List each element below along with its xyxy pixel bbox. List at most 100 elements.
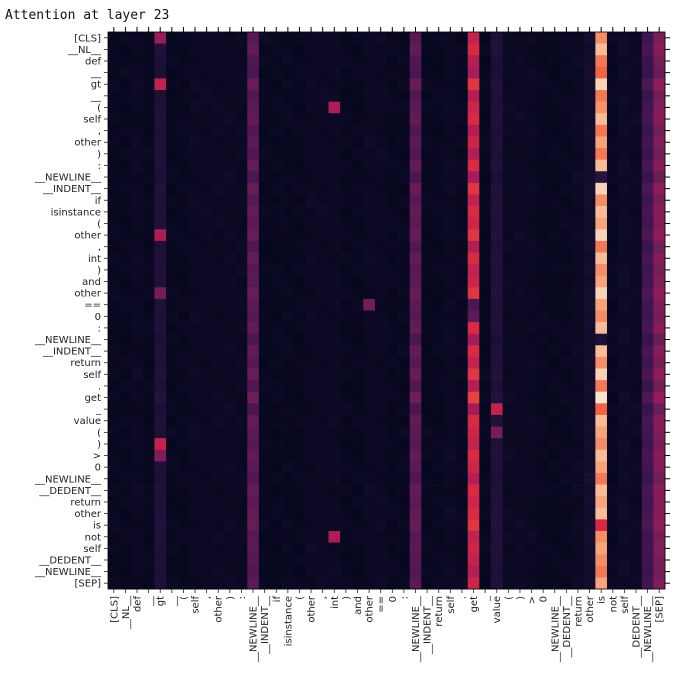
- heatmap-cell: [467, 240, 480, 253]
- heatmap-cell: [258, 264, 271, 277]
- heatmap-cell: [537, 275, 550, 288]
- heatmap-cell: [212, 554, 225, 567]
- heatmap-cell: [467, 101, 480, 114]
- heatmap-cell: [200, 148, 213, 160]
- heatmap-cell: [270, 496, 283, 509]
- heatmap-cell: [374, 438, 387, 451]
- x-tick-label: 0: [388, 596, 399, 602]
- heatmap-cell: [235, 275, 248, 288]
- heatmap-cell: [421, 298, 434, 311]
- top-tick-marks: [113, 27, 660, 32]
- heatmap-cell: [467, 496, 480, 509]
- heatmap-cell: [154, 333, 167, 346]
- heatmap-cell: [572, 368, 585, 381]
- heatmap-cell: [398, 380, 411, 393]
- heatmap-cell: [432, 426, 445, 439]
- heatmap-cell: [142, 472, 155, 485]
- heatmap-cell: [490, 136, 503, 149]
- heatmap-cell: [630, 472, 643, 485]
- y-tick-label: is: [93, 521, 101, 532]
- heatmap-cell: [444, 66, 457, 79]
- heatmap-cell: [224, 206, 236, 219]
- heatmap-cell: [653, 542, 666, 555]
- heatmap-cell: [421, 90, 434, 102]
- heatmap-cell: [525, 356, 538, 369]
- heatmap-cell: [432, 55, 445, 68]
- heatmap-cell: [514, 496, 527, 509]
- heatmap-cell: [224, 472, 236, 485]
- heatmap-cell: [409, 438, 422, 451]
- heatmap-cell: [537, 438, 550, 451]
- heatmap-cell: [398, 32, 411, 44]
- heatmap-cell: [467, 32, 480, 44]
- y-tick-label: __DEDENT__: [38, 555, 102, 566]
- heatmap-cell: [572, 472, 585, 485]
- heatmap-cell: [154, 298, 167, 311]
- heatmap-cell: [560, 403, 573, 416]
- y-tick-label: isinstance: [51, 207, 101, 218]
- heatmap-cell: [189, 519, 202, 532]
- heatmap-cell: [131, 530, 144, 543]
- heatmap-cell: [456, 391, 469, 404]
- heatmap-cell: [131, 217, 144, 230]
- heatmap-cell: [270, 380, 283, 393]
- heatmap-cell: [293, 229, 306, 242]
- heatmap-cell: [490, 542, 503, 555]
- heatmap-cell: [154, 438, 167, 451]
- heatmap-cell: [548, 206, 561, 219]
- heatmap-cell: [595, 275, 608, 288]
- heatmap-cell: [258, 565, 271, 578]
- y-tick-label: def: [85, 57, 102, 68]
- heatmap-cell: [630, 507, 643, 520]
- heatmap-cell: [444, 298, 457, 311]
- heatmap-cell: [316, 78, 329, 91]
- heatmap-cell: [618, 426, 631, 439]
- heatmap-cell: [131, 32, 144, 44]
- heatmap-cell: [456, 55, 469, 68]
- heatmap-cell: [316, 403, 329, 416]
- heatmap-cell: [514, 43, 527, 56]
- heatmap-cell: [409, 229, 422, 242]
- heatmap-cell: [444, 438, 457, 451]
- heatmap-cell: [641, 264, 654, 277]
- heatmap-cell: [560, 264, 573, 277]
- heatmap-cell: [560, 113, 573, 126]
- heatmap-cell: [142, 530, 155, 543]
- heatmap-cell: [572, 310, 585, 323]
- heatmap-cell: [444, 333, 457, 346]
- x-tick-label: ,: [318, 596, 329, 599]
- heatmap-cell: [502, 554, 515, 567]
- heatmap-cell: [456, 507, 469, 520]
- heatmap-cell: [247, 414, 260, 427]
- heatmap-cell: [548, 507, 561, 520]
- heatmap-cell: [119, 66, 132, 79]
- heatmap-cell: [189, 322, 202, 335]
- heatmap-cell: [432, 194, 445, 207]
- heatmap-cell: [630, 530, 643, 543]
- heatmap-cell: [444, 32, 457, 44]
- heatmap-cell: [572, 496, 585, 509]
- heatmap-cell: [305, 194, 318, 207]
- heatmap-cell: [154, 565, 167, 578]
- heatmap-cell: [200, 519, 213, 532]
- heatmap-cell: [328, 136, 341, 149]
- heatmap-cell: [479, 391, 492, 404]
- heatmap-cell: [224, 275, 236, 288]
- heatmap-cell: [572, 275, 585, 288]
- heatmap-cell: [409, 310, 422, 323]
- heatmap-cell: [258, 78, 271, 91]
- heatmap-cell: [235, 380, 248, 393]
- heatmap-cell: [247, 310, 260, 323]
- heatmap-cell: [316, 55, 329, 68]
- heatmap-cell: [548, 554, 561, 567]
- heatmap-cell: [166, 66, 178, 79]
- heatmap-cell: [258, 124, 271, 137]
- heatmap-cell: [154, 519, 167, 532]
- heatmap-cell: [548, 32, 561, 44]
- heatmap-cell: [537, 159, 550, 172]
- heatmap-cell: [560, 380, 573, 393]
- heatmap-cell: [212, 55, 225, 68]
- heatmap-cell: [630, 206, 643, 219]
- heatmap-cell: [166, 391, 178, 404]
- heatmap-cell: [177, 159, 190, 172]
